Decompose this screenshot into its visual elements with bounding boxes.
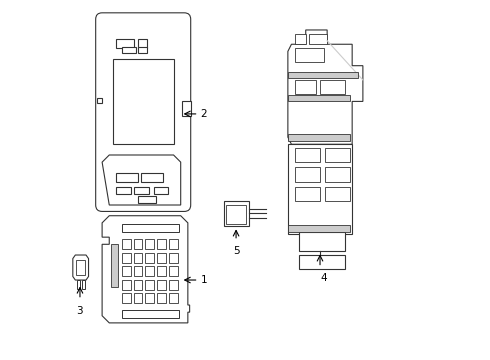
- FancyBboxPatch shape: [122, 266, 131, 276]
- FancyBboxPatch shape: [146, 239, 154, 249]
- FancyBboxPatch shape: [157, 266, 166, 276]
- Polygon shape: [102, 216, 190, 323]
- FancyBboxPatch shape: [169, 252, 178, 262]
- FancyBboxPatch shape: [111, 244, 118, 287]
- FancyBboxPatch shape: [295, 187, 320, 202]
- FancyBboxPatch shape: [157, 280, 166, 290]
- FancyBboxPatch shape: [96, 13, 191, 211]
- FancyBboxPatch shape: [320, 80, 345, 94]
- FancyBboxPatch shape: [134, 280, 143, 290]
- FancyBboxPatch shape: [146, 280, 154, 290]
- FancyBboxPatch shape: [122, 239, 131, 249]
- FancyBboxPatch shape: [295, 48, 323, 62]
- FancyBboxPatch shape: [226, 205, 245, 224]
- FancyBboxPatch shape: [142, 173, 163, 182]
- FancyBboxPatch shape: [122, 224, 179, 232]
- FancyBboxPatch shape: [122, 293, 131, 303]
- FancyBboxPatch shape: [223, 202, 248, 226]
- FancyBboxPatch shape: [288, 134, 350, 141]
- FancyBboxPatch shape: [157, 239, 166, 249]
- FancyBboxPatch shape: [138, 47, 147, 53]
- Polygon shape: [288, 30, 363, 144]
- FancyBboxPatch shape: [134, 239, 143, 249]
- FancyBboxPatch shape: [288, 95, 350, 102]
- Polygon shape: [97, 98, 102, 103]
- FancyBboxPatch shape: [146, 266, 154, 276]
- FancyBboxPatch shape: [134, 293, 143, 303]
- FancyBboxPatch shape: [154, 187, 168, 194]
- FancyBboxPatch shape: [146, 252, 154, 262]
- FancyBboxPatch shape: [82, 280, 85, 289]
- Text: 1: 1: [200, 275, 207, 285]
- FancyBboxPatch shape: [169, 266, 178, 276]
- FancyBboxPatch shape: [134, 187, 148, 194]
- Polygon shape: [73, 255, 89, 280]
- FancyBboxPatch shape: [295, 33, 306, 44]
- FancyBboxPatch shape: [295, 148, 320, 162]
- FancyBboxPatch shape: [122, 47, 136, 53]
- FancyBboxPatch shape: [309, 33, 327, 44]
- FancyBboxPatch shape: [117, 187, 131, 194]
- FancyBboxPatch shape: [113, 59, 173, 144]
- FancyBboxPatch shape: [122, 310, 179, 318]
- FancyBboxPatch shape: [325, 148, 350, 162]
- FancyBboxPatch shape: [77, 280, 80, 289]
- FancyBboxPatch shape: [157, 252, 166, 262]
- FancyBboxPatch shape: [325, 187, 350, 202]
- FancyBboxPatch shape: [169, 293, 178, 303]
- Polygon shape: [288, 144, 352, 234]
- FancyBboxPatch shape: [288, 72, 358, 78]
- Text: 2: 2: [200, 109, 207, 119]
- FancyBboxPatch shape: [134, 252, 143, 262]
- FancyBboxPatch shape: [138, 39, 147, 48]
- Text: 3: 3: [76, 306, 83, 316]
- FancyBboxPatch shape: [288, 225, 350, 232]
- FancyBboxPatch shape: [117, 39, 134, 48]
- FancyBboxPatch shape: [117, 173, 138, 182]
- FancyBboxPatch shape: [169, 239, 178, 249]
- FancyBboxPatch shape: [157, 293, 166, 303]
- Text: 5: 5: [233, 246, 240, 256]
- FancyBboxPatch shape: [325, 167, 350, 182]
- FancyBboxPatch shape: [76, 260, 85, 275]
- Polygon shape: [102, 155, 181, 205]
- FancyBboxPatch shape: [138, 196, 156, 203]
- FancyBboxPatch shape: [295, 167, 320, 182]
- FancyBboxPatch shape: [169, 280, 178, 290]
- FancyBboxPatch shape: [134, 266, 143, 276]
- FancyBboxPatch shape: [182, 102, 192, 116]
- Text: 4: 4: [320, 273, 327, 283]
- FancyBboxPatch shape: [122, 280, 131, 290]
- FancyBboxPatch shape: [295, 80, 317, 94]
- FancyBboxPatch shape: [122, 252, 131, 262]
- FancyBboxPatch shape: [298, 255, 345, 269]
- FancyBboxPatch shape: [146, 293, 154, 303]
- FancyBboxPatch shape: [298, 232, 345, 251]
